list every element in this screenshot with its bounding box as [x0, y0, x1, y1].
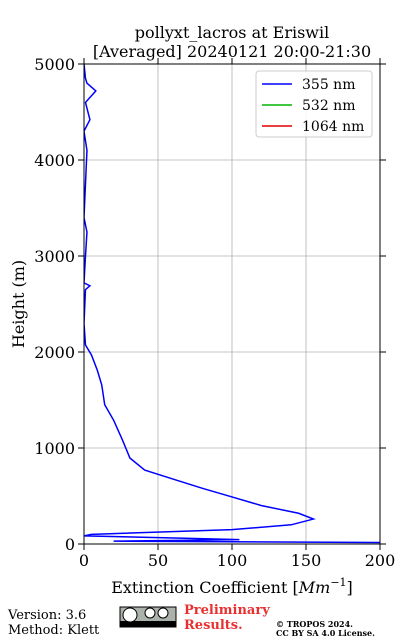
- notice: Preliminary: [184, 603, 270, 618]
- y-axis-label: Height (m): [9, 260, 28, 348]
- legend-label: 355 nm: [302, 77, 355, 93]
- chart-title: pollyxt_lacros at Eriswil: [135, 23, 329, 42]
- notice: Results.: [184, 618, 243, 633]
- method: Method: Klett: [8, 623, 100, 638]
- x-label-unit: Mm: [298, 578, 331, 597]
- y-tick-label: 3000: [34, 247, 75, 266]
- version: Version: 3.6: [7, 608, 86, 623]
- y-tick-label: 5000: [34, 55, 75, 74]
- x-axis-label: Extinction Coefficient [Mm−1]: [111, 576, 353, 597]
- legend-label: 1064 nm: [302, 119, 364, 135]
- license: CC BY SA 4.0 License.: [276, 628, 375, 638]
- y-tick-label: 2000: [34, 343, 75, 362]
- legend-box: [255, 70, 373, 138]
- x-label-text: Extinction Coefficient [: [111, 578, 299, 597]
- legend-label: 532 nm: [302, 98, 355, 114]
- x-label-exponent: −1: [330, 576, 346, 589]
- copyright: © TROPOS 2024.: [276, 619, 353, 629]
- x-tick-label: 200: [365, 551, 396, 570]
- x-tick-label: 150: [291, 551, 322, 570]
- x-tick-label: 100: [217, 551, 248, 570]
- cc-badge: [119, 606, 177, 628]
- x-tick-label: 0: [79, 551, 89, 570]
- plot-frame: [83, 63, 381, 545]
- x-label-end: ]: [347, 578, 353, 597]
- chart-subtitle: [Averaged] 20240121 20:00-21:30: [93, 42, 371, 61]
- y-tick-label: 4000: [34, 151, 75, 170]
- x-tick-label: 50: [148, 551, 168, 570]
- y-tick-label: 0: [65, 535, 75, 554]
- y-tick-label: 1000: [34, 439, 75, 458]
